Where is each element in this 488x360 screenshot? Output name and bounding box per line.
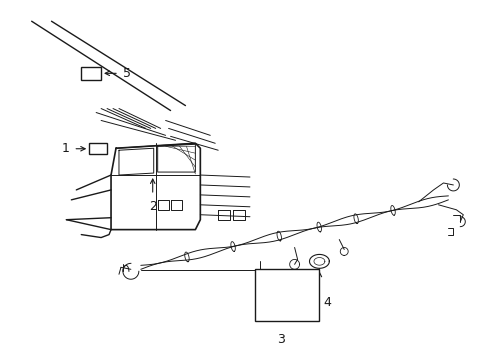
FancyBboxPatch shape: [254, 269, 319, 321]
FancyBboxPatch shape: [89, 143, 107, 154]
Text: 5: 5: [122, 67, 131, 80]
FancyBboxPatch shape: [81, 67, 101, 80]
Text: 4: 4: [323, 296, 330, 309]
Text: 1: 1: [61, 142, 69, 155]
Text: 2: 2: [148, 200, 156, 213]
Text: 3: 3: [276, 333, 284, 346]
